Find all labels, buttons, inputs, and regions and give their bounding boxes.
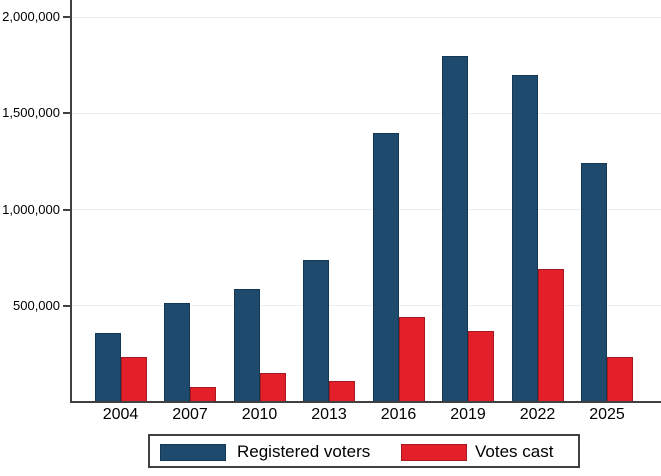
bar-registered-voters-2007 xyxy=(164,302,190,402)
bar-registered-voters-2016 xyxy=(372,132,399,402)
bar-votes-cast-2022 xyxy=(537,269,564,402)
bar-registered-voters-2004 xyxy=(94,332,121,402)
bar-votes-cast-2025 xyxy=(607,356,633,402)
gridline-500,000 xyxy=(71,305,661,307)
legend-label-votes-cast: Votes cast xyxy=(475,442,554,461)
y-axis-tick-500,000 xyxy=(63,304,71,307)
x-axis-label-2022: 2022 xyxy=(519,406,556,423)
bar-votes-cast-2010 xyxy=(259,373,286,402)
gridline-1,000,000 xyxy=(71,209,661,211)
x-axis-label-2019: 2019 xyxy=(450,406,486,423)
bar-votes-cast-2013 xyxy=(329,380,355,402)
gridline-2,000,000 xyxy=(71,16,661,18)
y-axis-tick-1,000,000 xyxy=(63,208,71,211)
y-axis-label: 1,500,000 xyxy=(2,105,60,121)
y-axis-line xyxy=(70,0,72,403)
legend-swatch-votes-cast xyxy=(401,444,467,461)
bar-registered-voters-2025 xyxy=(581,163,607,402)
x-axis-label-2025: 2025 xyxy=(589,406,625,423)
bar-votes-cast-2016 xyxy=(398,317,425,402)
x-axis-label-2007: 2007 xyxy=(172,406,208,423)
legend: Registered voters Votes cast xyxy=(148,434,580,468)
bar-registered-voters-2022 xyxy=(511,75,538,402)
x-axis-label-2013: 2013 xyxy=(311,406,347,423)
x-axis-label-2016: 2016 xyxy=(380,406,417,423)
bar-votes-cast-2004 xyxy=(120,356,147,402)
x-axis-line xyxy=(70,401,661,403)
x-axis-label-2010: 2010 xyxy=(241,406,278,423)
gridline-1,500,000 xyxy=(71,112,661,114)
bar-registered-voters-2013 xyxy=(303,259,329,402)
legend-swatch-registered-voters xyxy=(160,444,226,461)
bar-registered-voters-2010 xyxy=(233,288,260,402)
bar-votes-cast-2019 xyxy=(468,330,494,402)
legend-label-registered-voters: Registered voters xyxy=(237,442,371,461)
y-axis-tick-1,500,000 xyxy=(63,112,71,115)
y-axis-label: 2,000,000 xyxy=(2,9,60,25)
y-axis-label: 500,000 xyxy=(13,297,60,313)
y-axis-label: 1,000,000 xyxy=(2,201,60,217)
y-axis-tick-2,000,000 xyxy=(63,16,71,19)
x-axis-label-2004: 2004 xyxy=(102,406,139,423)
bar-registered-voters-2019 xyxy=(442,55,468,402)
bar-votes-cast-2007 xyxy=(190,386,216,402)
